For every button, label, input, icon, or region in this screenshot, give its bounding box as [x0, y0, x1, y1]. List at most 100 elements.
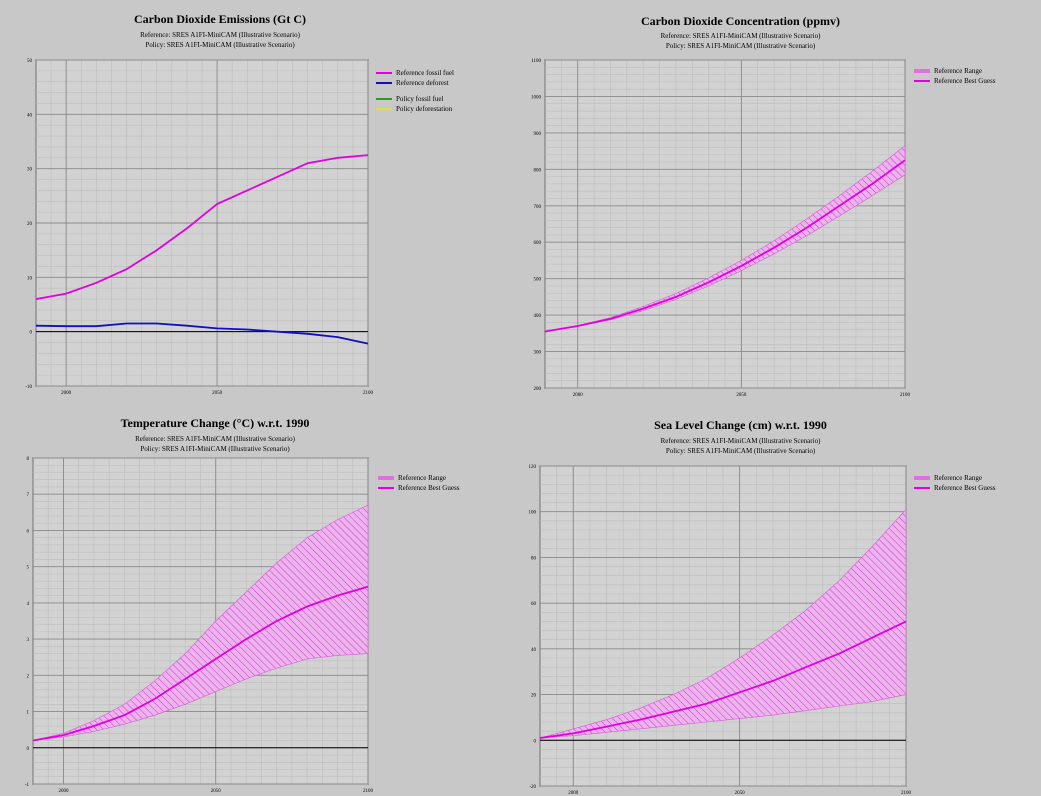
chart-subtitle-reference: Reference: SRES A1FI-MiniCAM (Illustrati… — [660, 437, 821, 445]
legend-item: Reference Range — [914, 66, 1041, 76]
x-tick-label: 2050 — [735, 791, 746, 796]
chart-subtitle-policy: Policy: SRES A1FI-MiniCAM (Illustrative … — [665, 447, 816, 455]
legend-swatch — [378, 487, 394, 489]
y-tick-label: 3 — [27, 638, 30, 643]
legend-label: Reference Range — [934, 67, 982, 75]
legend-label: Reference Best Guess — [398, 484, 460, 492]
legend-swatch — [376, 72, 392, 74]
legend-label: Reference Range — [398, 474, 446, 482]
chart-subtitle-policy: Policy: SRES A1FI-MiniCAM (Illustrative … — [140, 445, 290, 453]
y-tick-label: 700 — [534, 205, 542, 210]
legend-swatch — [914, 487, 930, 489]
x-tick-label: 2000 — [568, 791, 579, 796]
x-tick-label: 2100 — [901, 791, 912, 796]
y-tick-label: 1 — [27, 711, 30, 716]
y-tick-label: 600 — [534, 241, 542, 246]
y-tick-label: 0 — [30, 331, 33, 336]
plot-area: 200 300 400 500 600 700 800 900 1000 1100 2000 2050… — [531, 59, 911, 398]
legend-label: Reference deforest — [396, 79, 449, 87]
y-tick-label: 8 — [27, 457, 30, 462]
best-guess-line — [544, 159, 906, 333]
y-tick-label: 800 — [534, 168, 542, 173]
x-tick-label: 2000 — [61, 391, 72, 396]
y-tick-label: -10 — [25, 385, 32, 390]
chart-legend: Reference fossil fuel Reference deforest P… — [376, 68, 516, 114]
chart-panel-emissions: Carbon Dioxide Emissions (Gt C) Referenc… — [0, 0, 520, 400]
chart-panel-temperature: Temperature Change (°C) w.r.t. 1990 Refe… — [0, 400, 520, 796]
legend-item: Policy deforestation — [376, 104, 516, 114]
y-tick-label: 20 — [27, 222, 33, 227]
legend-label: Reference Best Guess — [934, 77, 996, 85]
y-tick-label: 500 — [534, 278, 542, 283]
y-tick-label: 4 — [27, 602, 30, 607]
y-tick-label: 100 — [529, 511, 537, 516]
legend-item: Reference Best Guess — [378, 483, 518, 493]
legend-label: Reference fossil fuel — [396, 69, 454, 77]
x-tick-label: 2100 — [363, 789, 374, 794]
legend-item: Reference Best Guess — [914, 483, 1041, 493]
legend-item: Reference Range — [378, 473, 518, 483]
y-tick-label: 60 — [531, 602, 537, 607]
chart-title: Carbon Dioxide Concentration (ppmv) — [640, 14, 840, 28]
chart-subtitle-reference: Reference: SRES A1FI-MiniCAM (Illustrati… — [140, 31, 300, 39]
y-tick-label: 0 — [534, 739, 537, 744]
x-tick-label: 2100 — [900, 393, 911, 398]
y-tick-label: 0 — [27, 747, 30, 752]
range-band — [539, 508, 907, 739]
best-guess-line — [32, 585, 369, 742]
y-tick-label: 200 — [534, 387, 542, 392]
legend-item: Policy fossil fuel — [376, 94, 516, 104]
x-tick-label: 2050 — [736, 393, 747, 398]
legend-label: Reference Best Guess — [934, 484, 996, 492]
y-tick-label: -20 — [529, 785, 536, 790]
chart-subtitle-reference: Reference: SRES A1FI-MiniCAM (Illustrati… — [135, 435, 295, 443]
plot-area: -10 0 10 20 30 40 50 2000 2050 2100 — [25, 59, 373, 396]
legend-item: Reference Best Guess — [914, 76, 1041, 86]
series-line — [35, 154, 369, 300]
y-tick-label: 10 — [27, 276, 33, 281]
y-tick-label: 7 — [27, 493, 30, 498]
y-tick-label: 40 — [27, 113, 33, 118]
y-tick-label: 120 — [529, 465, 537, 470]
chart-panel-sea-level: Sea Level Change (cm) w.r.t. 1990 Refere… — [520, 400, 1041, 796]
legend-swatch — [914, 80, 930, 82]
legend-swatch — [376, 82, 392, 84]
legend-swatch — [914, 69, 930, 73]
y-tick-label: 1100 — [531, 59, 541, 64]
chart-legend: Reference Range Reference Best Guess — [378, 473, 518, 493]
legend-item: Reference deforest — [376, 78, 516, 88]
best-guess-line — [539, 620, 907, 739]
legend-swatch — [378, 476, 394, 480]
y-tick-label: 80 — [531, 556, 537, 561]
chart-subtitle-policy: Policy: SRES A1FI-MiniCAM (Illustrative … — [665, 42, 816, 50]
x-tick-label: 2050 — [212, 391, 223, 396]
y-tick-label: 6 — [27, 529, 30, 534]
chart-panel-concentration: Carbon Dioxide Concentration (ppmv) Refe… — [520, 0, 1041, 400]
y-tick-label: 5 — [27, 566, 30, 571]
y-tick-label: 30 — [27, 168, 33, 173]
chart-subtitle-policy: Policy: SRES A1FI-MiniCAM (Illustrative … — [145, 41, 295, 49]
legend-swatch — [914, 476, 930, 480]
legend-label: Reference Range — [934, 474, 982, 482]
plot-area: -20 0 20 40 60 80 100 120 2000 2050 2100 — [529, 465, 912, 796]
y-tick-label: 300 — [534, 351, 542, 356]
x-tick-label: 2050 — [211, 789, 222, 794]
y-tick-label: 900 — [534, 132, 542, 137]
y-tick-label: 20 — [531, 694, 537, 699]
chart-title: Sea Level Change (cm) w.r.t. 1990 — [654, 418, 827, 432]
series-line — [35, 322, 369, 345]
chart-subtitle-reference: Reference: SRES A1FI-MiniCAM (Illustrati… — [660, 32, 821, 40]
chart-title: Temperature Change (°C) w.r.t. 1990 — [120, 416, 310, 430]
range-band — [32, 504, 369, 741]
x-tick-label: 2000 — [58, 789, 69, 794]
plot-area: -1 0 1 2 3 4 5 6 7 8 2000 2050 2100 — [25, 457, 374, 794]
y-tick-label: -1 — [25, 783, 30, 788]
y-tick-label: 50 — [27, 59, 33, 64]
legend-swatch — [376, 98, 392, 100]
y-tick-label: 40 — [531, 648, 537, 653]
y-tick-label: 2 — [27, 674, 30, 679]
legend-swatch — [376, 108, 392, 110]
legend-label: Policy deforestation — [396, 105, 453, 113]
y-tick-label: 1000 — [531, 95, 542, 100]
x-tick-label: 2000 — [573, 393, 584, 398]
